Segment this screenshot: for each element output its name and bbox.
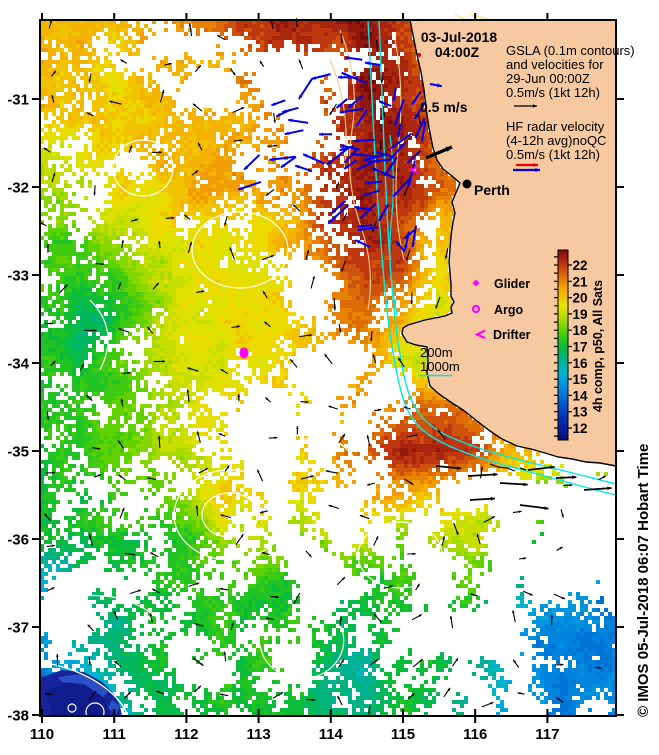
svg-text:Glider: Glider bbox=[494, 277, 530, 291]
svg-text:-36: -36 bbox=[7, 532, 29, 549]
svg-text:0.5m/s (1kt 12h): 0.5m/s (1kt 12h) bbox=[506, 85, 600, 100]
svg-text:HF radar velocity: HF radar velocity bbox=[506, 119, 605, 134]
svg-text:© IMOS 05-Jul-2018 06:07 Hobar: © IMOS 05-Jul-2018 06:07 Hobart Time bbox=[635, 444, 652, 717]
svg-text:04:00Z: 04:00Z bbox=[435, 44, 480, 60]
svg-text:and velocities for: and velocities for bbox=[506, 57, 604, 72]
svg-text:200m: 200m bbox=[420, 345, 453, 360]
svg-text:16: 16 bbox=[573, 356, 589, 371]
svg-text:Argo: Argo bbox=[494, 303, 524, 317]
svg-text:112: 112 bbox=[174, 726, 198, 743]
svg-text:116: 116 bbox=[463, 726, 487, 743]
svg-text:29-Jun 00:00Z: 29-Jun 00:00Z bbox=[506, 71, 590, 86]
svg-text:-34: -34 bbox=[7, 356, 29, 373]
svg-text:0.5m/s (1kt 12h): 0.5m/s (1kt 12h) bbox=[506, 147, 600, 162]
svg-text:-37: -37 bbox=[7, 620, 29, 637]
svg-text:18: 18 bbox=[573, 323, 589, 338]
svg-text:22: 22 bbox=[573, 258, 588, 273]
svg-text:12: 12 bbox=[573, 421, 588, 436]
svg-text:114: 114 bbox=[319, 726, 344, 743]
svg-text:-31: -31 bbox=[7, 92, 29, 109]
svg-text:Perth: Perth bbox=[474, 182, 510, 198]
svg-text:-38: -38 bbox=[7, 708, 29, 725]
svg-text:03-Jul-2018: 03-Jul-2018 bbox=[421, 29, 497, 45]
svg-text:21: 21 bbox=[573, 274, 589, 289]
svg-text:(4-12h avg)noQC: (4-12h avg)noQC bbox=[506, 133, 606, 148]
svg-text:20: 20 bbox=[573, 291, 588, 306]
svg-text:1000m: 1000m bbox=[420, 359, 460, 374]
svg-text:13: 13 bbox=[573, 405, 589, 420]
svg-text:-32: -32 bbox=[7, 180, 29, 197]
svg-text:111: 111 bbox=[103, 726, 126, 743]
svg-text:-35: -35 bbox=[7, 444, 29, 461]
svg-text:117: 117 bbox=[535, 726, 559, 743]
svg-text:14: 14 bbox=[573, 388, 589, 403]
svg-text:115: 115 bbox=[391, 726, 415, 743]
svg-text:113: 113 bbox=[246, 726, 270, 743]
svg-text:0.5 m/s: 0.5 m/s bbox=[420, 99, 468, 115]
svg-text:GSLA (0.1m contours): GSLA (0.1m contours) bbox=[506, 43, 635, 58]
svg-text:19: 19 bbox=[573, 307, 588, 322]
svg-text:15: 15 bbox=[573, 372, 589, 387]
svg-text:17: 17 bbox=[573, 340, 588, 355]
svg-text:4h comp, p50, All Sats: 4h comp, p50, All Sats bbox=[591, 280, 605, 412]
svg-text:110: 110 bbox=[30, 726, 54, 743]
svg-text:Drifter: Drifter bbox=[493, 328, 531, 342]
svg-text:-33: -33 bbox=[7, 268, 29, 285]
